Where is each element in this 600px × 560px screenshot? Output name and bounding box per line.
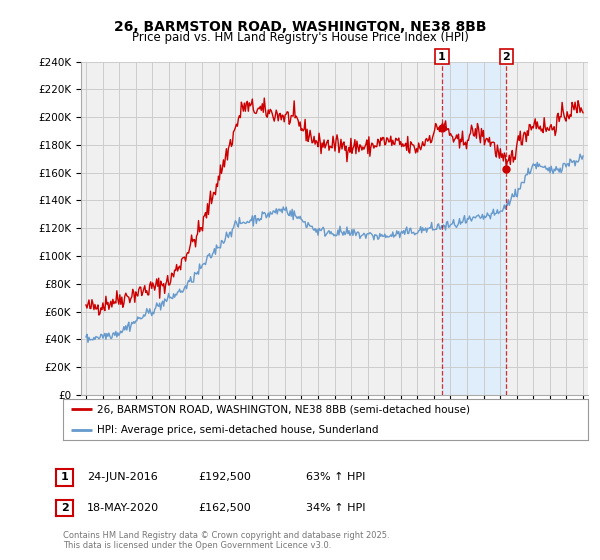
Text: HPI: Average price, semi-detached house, Sunderland: HPI: Average price, semi-detached house,… [97, 424, 379, 435]
Text: Contains HM Land Registry data © Crown copyright and database right 2025.
This d: Contains HM Land Registry data © Crown c… [63, 530, 389, 550]
Text: 26, BARMSTON ROAD, WASHINGTON, NE38 8BB: 26, BARMSTON ROAD, WASHINGTON, NE38 8BB [114, 20, 486, 34]
Text: 34% ↑ HPI: 34% ↑ HPI [306, 503, 365, 513]
Text: £162,500: £162,500 [198, 503, 251, 513]
Text: 2: 2 [503, 52, 511, 62]
Text: 2: 2 [61, 503, 68, 513]
Text: Price paid vs. HM Land Registry's House Price Index (HPI): Price paid vs. HM Land Registry's House … [131, 31, 469, 44]
Text: 24-JUN-2016: 24-JUN-2016 [87, 472, 158, 482]
Text: £192,500: £192,500 [198, 472, 251, 482]
Text: 1: 1 [438, 52, 446, 62]
Text: 63% ↑ HPI: 63% ↑ HPI [306, 472, 365, 482]
Text: 1: 1 [61, 472, 68, 482]
Text: 18-MAY-2020: 18-MAY-2020 [87, 503, 159, 513]
Bar [442, 62, 506, 395]
Text: 26, BARMSTON ROAD, WASHINGTON, NE38 8BB (semi-detached house): 26, BARMSTON ROAD, WASHINGTON, NE38 8BB … [97, 404, 470, 414]
